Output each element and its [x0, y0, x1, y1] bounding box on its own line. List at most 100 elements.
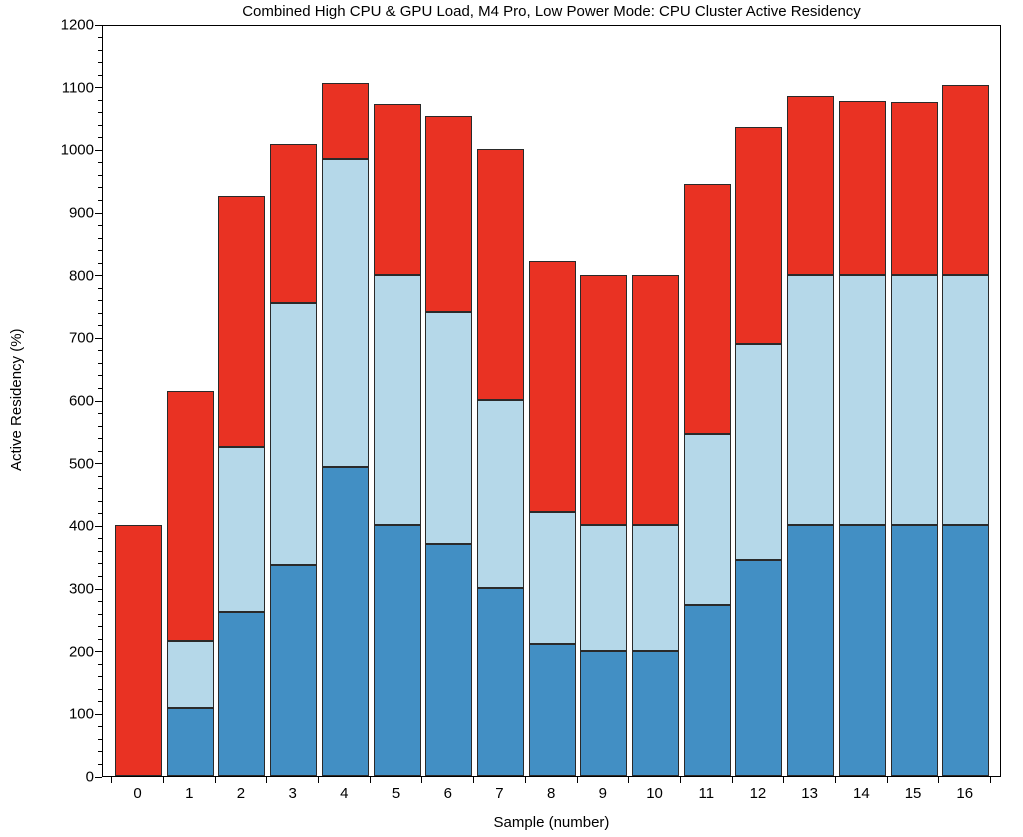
- bar-segment-light-blue-middle-x5: [373, 274, 421, 526]
- y-minor-tick: [98, 325, 102, 327]
- y-tick-label: 500: [68, 455, 94, 473]
- x-tick-label: 15: [904, 785, 922, 802]
- y-minor-tick: [98, 550, 102, 552]
- y-minor-tick: [98, 663, 102, 665]
- y-minor-tick: [98, 488, 102, 490]
- x-tick: [783, 777, 785, 783]
- bar-segment-light-blue-middle-x7: [476, 400, 524, 588]
- bar-segment-red-top-x5: [373, 103, 421, 275]
- y-major-tick: [95, 212, 102, 214]
- y-major-tick: [95, 400, 102, 402]
- y-minor-tick: [98, 450, 102, 452]
- y-minor-tick: [98, 513, 102, 515]
- bar-segment-dark-blue-bottom-x11: [683, 604, 731, 776]
- y-minor-tick: [98, 375, 102, 377]
- x-tick-label: 3: [288, 785, 297, 802]
- bar-segment-light-blue-middle-x9: [580, 525, 628, 651]
- y-minor-tick: [98, 49, 102, 51]
- x-tick: [938, 777, 940, 783]
- y-major-tick: [95, 713, 102, 715]
- bar-segment-light-blue-middle-x14: [838, 274, 886, 526]
- y-major-tick: [95, 463, 102, 465]
- bar-segment-dark-blue-bottom-x4: [321, 467, 369, 776]
- y-major-tick: [95, 275, 102, 277]
- y-minor-tick: [98, 74, 102, 76]
- y-major-tick: [95, 87, 102, 89]
- bar-segment-dark-blue-bottom-x10: [632, 650, 680, 776]
- bar-segment-light-blue-middle-x1: [166, 641, 214, 709]
- y-tick-label: 600: [68, 392, 94, 410]
- y-major-tick: [95, 588, 102, 590]
- x-tick: [162, 777, 164, 783]
- y-minor-tick: [98, 350, 102, 352]
- y-minor-tick: [98, 99, 102, 101]
- y-minor-tick: [98, 688, 102, 690]
- x-tick: [679, 777, 681, 783]
- bar-segment-dark-blue-bottom-x12: [735, 559, 783, 776]
- bar-segment-red-top-x10: [632, 274, 680, 526]
- y-tick-label: 1100: [61, 79, 94, 97]
- x-tick: [628, 777, 630, 783]
- y-minor-tick: [98, 626, 102, 628]
- x-tick-label: 7: [495, 785, 504, 802]
- y-minor-tick: [98, 601, 102, 603]
- bar-segment-red-top-x8: [528, 260, 576, 512]
- bar-segment-red-top-x12: [735, 127, 783, 344]
- x-tick-label: 13: [801, 785, 818, 802]
- y-major-tick: [95, 337, 102, 339]
- y-minor-tick: [98, 312, 102, 314]
- y-minor-tick: [98, 738, 102, 740]
- x-tick-label: 12: [749, 785, 767, 802]
- y-tick-label: 700: [68, 329, 94, 347]
- bar-segment-dark-blue-bottom-x8: [528, 644, 576, 776]
- y-tick-label: 800: [68, 267, 94, 285]
- y-minor-tick: [98, 726, 102, 728]
- bar-segment-light-blue-middle-x8: [528, 511, 576, 645]
- bar-segment-light-blue-middle-x16: [942, 274, 990, 526]
- y-tick-label: 1200: [60, 16, 94, 34]
- y-minor-tick: [98, 187, 102, 189]
- y-minor-tick: [98, 563, 102, 565]
- bar-segment-red-top-x9: [580, 274, 628, 526]
- x-tick-label: 6: [443, 785, 452, 802]
- x-tick: [111, 777, 113, 783]
- y-minor-tick: [98, 199, 102, 201]
- bar-segment-light-blue-middle-x10: [632, 525, 680, 651]
- bar-segment-dark-blue-bottom-x7: [476, 588, 524, 776]
- bar-segment-red-top-x3: [270, 144, 318, 303]
- y-minor-tick: [98, 425, 102, 427]
- y-minor-tick: [98, 137, 102, 139]
- y-minor-tick: [98, 262, 102, 264]
- bar-segment-dark-blue-bottom-x1: [166, 708, 214, 776]
- y-minor-tick: [98, 162, 102, 164]
- bar-segment-red-top-x0: [115, 525, 163, 776]
- y-axis-label: Active Residency (%): [8, 328, 25, 471]
- y-tick-label: 400: [68, 517, 94, 535]
- y-minor-tick: [98, 676, 102, 678]
- bar-segment-light-blue-middle-x15: [890, 274, 938, 526]
- y-minor-tick: [98, 287, 102, 289]
- chart-title: Combined High CPU & GPU Load, M4 Pro, Lo…: [242, 3, 861, 20]
- bar-segment-red-top-x2: [218, 196, 266, 447]
- bar-segment-dark-blue-bottom-x15: [890, 525, 938, 776]
- bar-segment-red-top-x1: [166, 390, 214, 642]
- x-tick: [318, 777, 319, 783]
- x-tick: [835, 777, 836, 783]
- y-tick-label: 1000: [60, 141, 94, 159]
- bar-segment-dark-blue-bottom-x3: [270, 564, 318, 776]
- y-tick-label: 100: [68, 705, 94, 723]
- x-tick: [886, 777, 888, 783]
- x-tick-label: 1: [185, 785, 194, 802]
- y-major-tick: [95, 24, 102, 26]
- x-tick-label: 4: [340, 785, 349, 802]
- x-tick-label: 2: [236, 785, 246, 802]
- y-major-tick: [95, 651, 102, 653]
- x-tick: [421, 777, 423, 783]
- x-tick-label: 0: [133, 785, 142, 802]
- y-minor-tick: [98, 500, 102, 502]
- x-tick: [576, 777, 578, 783]
- bar-segment-red-top-x11: [683, 183, 731, 435]
- x-tick: [990, 777, 992, 783]
- y-minor-tick: [98, 413, 102, 415]
